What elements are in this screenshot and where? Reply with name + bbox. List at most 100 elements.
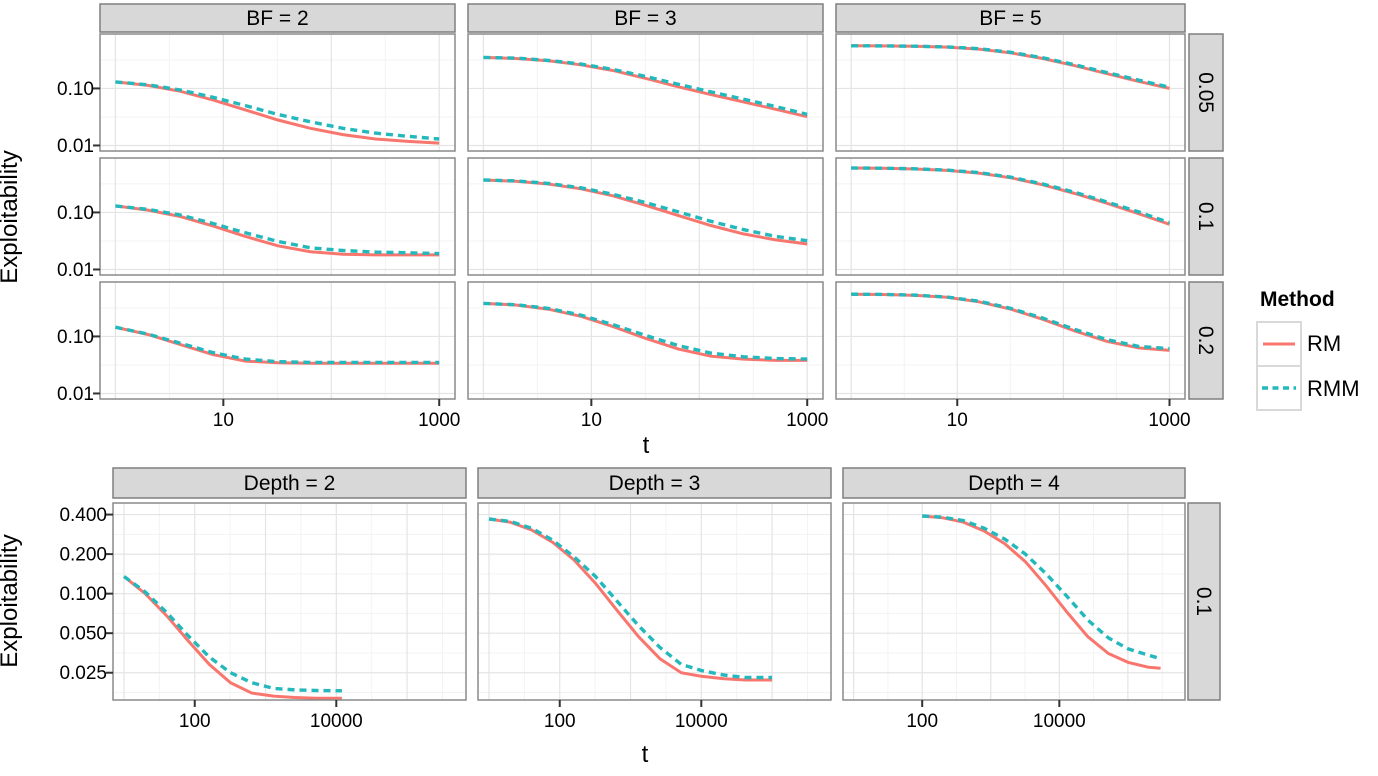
series-line-rmm: [483, 178, 808, 243]
rm-line-swatch-svg: [1263, 342, 1295, 346]
y-tick-label: 0.10: [57, 79, 94, 100]
x-tick-label: 100: [906, 711, 938, 732]
x-tick-label: 1000: [418, 410, 460, 431]
rmm-line-swatch-svg: [1262, 386, 1296, 390]
row-strip-label: 0.05: [1194, 72, 1217, 113]
facet-strip: [842, 467, 1186, 499]
legend-keys: RM RMM: [1256, 321, 1360, 411]
y-tick-label: 0.01: [57, 260, 94, 281]
panel-border: [99, 281, 456, 400]
panel-border: [835, 157, 1186, 276]
series-line-rmm: [115, 204, 440, 256]
y-tick-label: 0.100: [59, 584, 107, 605]
legend-title: Method: [1260, 288, 1335, 311]
panel-border: [835, 281, 1186, 400]
series-line-rmm: [483, 301, 808, 361]
y-axis-label: Exploitability: [0, 150, 23, 283]
x-axis-label: t: [643, 432, 650, 459]
y-tick-label: 0.10: [57, 203, 94, 224]
series-group: [483, 178, 808, 246]
panel-border: [467, 281, 824, 400]
series-line-rm: [115, 325, 440, 365]
series-group: [483, 301, 808, 362]
series-line-rmm: [488, 517, 773, 680]
row-strip: [1188, 281, 1224, 400]
legend-item-rmm: RMM: [1256, 365, 1360, 411]
series-line-rmm: [851, 292, 1170, 351]
x-tick-label: 10000: [675, 711, 728, 732]
legend-label-rmm: RMM: [1307, 376, 1360, 401]
series-line-rmm: [922, 514, 1162, 661]
panel-border: [477, 502, 832, 701]
facet-strip-label: BF = 5: [979, 7, 1041, 30]
panel-bg: [113, 503, 466, 700]
row-strip-label: 0.2: [1194, 326, 1217, 355]
series-line-rmm: [122, 575, 342, 693]
facet-strip-label: Depth = 4: [968, 472, 1060, 495]
x-tick-label: 10: [581, 410, 602, 431]
series-line-rm: [123, 575, 342, 700]
series-group: [122, 575, 342, 700]
x-tick-label: 10: [213, 410, 234, 431]
y-axis-label: Exploitability: [0, 534, 23, 667]
series-group: [115, 80, 440, 145]
legend: Method RM RMM: [1256, 288, 1360, 411]
panel-bg: [843, 503, 1185, 700]
series-line-rmm: [115, 80, 440, 141]
y-tick-label: 0.400: [59, 505, 107, 526]
panel-border: [112, 502, 467, 701]
x-tick-label: 1000: [786, 410, 828, 431]
series-group: [488, 517, 773, 682]
x-tick-label: 1000: [1148, 410, 1190, 431]
facet-strip: [477, 467, 832, 499]
row-strip: [1188, 33, 1224, 152]
panel-border: [99, 157, 456, 276]
x-tick-label: 10000: [1033, 711, 1086, 732]
legend-label-rm: RM: [1307, 331, 1342, 356]
y-tick-label: 0.200: [59, 545, 107, 566]
x-tick-label: 10: [947, 410, 968, 431]
series-group: [483, 55, 808, 119]
series-group: [115, 325, 440, 365]
legend-item-rm: RM: [1256, 321, 1360, 367]
y-tick-label: 0.050: [59, 624, 107, 645]
x-axis-label: t: [642, 741, 649, 768]
facet-strip-label: BF = 3: [614, 7, 676, 30]
x-tick-label: 10000: [310, 711, 363, 732]
panel-border: [842, 502, 1186, 701]
facet-strip-label: BF = 2: [246, 7, 308, 30]
series-group: [851, 44, 1170, 90]
panel-border: [467, 33, 824, 152]
y-tick-label: 0.10: [57, 327, 94, 348]
row-strip-label: 0.1: [1192, 587, 1215, 616]
y-tick-label: 0.01: [57, 136, 94, 157]
row-strip: [1188, 157, 1224, 276]
series-line-rmm: [851, 44, 1170, 89]
row-strip: [1187, 502, 1221, 701]
x-tick-label: 100: [544, 711, 576, 732]
panel-border: [99, 33, 456, 152]
row-strip-label: 0.1: [1194, 202, 1217, 231]
y-tick-label: 0.01: [57, 384, 94, 405]
series-group: [851, 166, 1171, 226]
facet-strip-label: Depth = 3: [609, 472, 701, 495]
facet-strip: [99, 3, 456, 33]
series-line-rmm: [851, 166, 1171, 225]
panel-bg: [478, 503, 831, 700]
y-tick-label: 0.025: [59, 663, 107, 684]
facet-strip: [467, 3, 824, 33]
facet-strip-label: Depth = 2: [244, 472, 336, 495]
x-tick-label: 100: [179, 711, 211, 732]
legend-key-rm: [1256, 321, 1302, 367]
facet-strip: [112, 467, 467, 499]
series-group: [115, 204, 440, 257]
panel-border: [467, 157, 824, 276]
legend-key-rmm: [1256, 365, 1302, 411]
series-group: [851, 292, 1170, 352]
series-group: [922, 514, 1162, 670]
facet-strip: [835, 3, 1186, 33]
series-line-rmm: [483, 55, 808, 117]
panel-border: [835, 33, 1186, 152]
